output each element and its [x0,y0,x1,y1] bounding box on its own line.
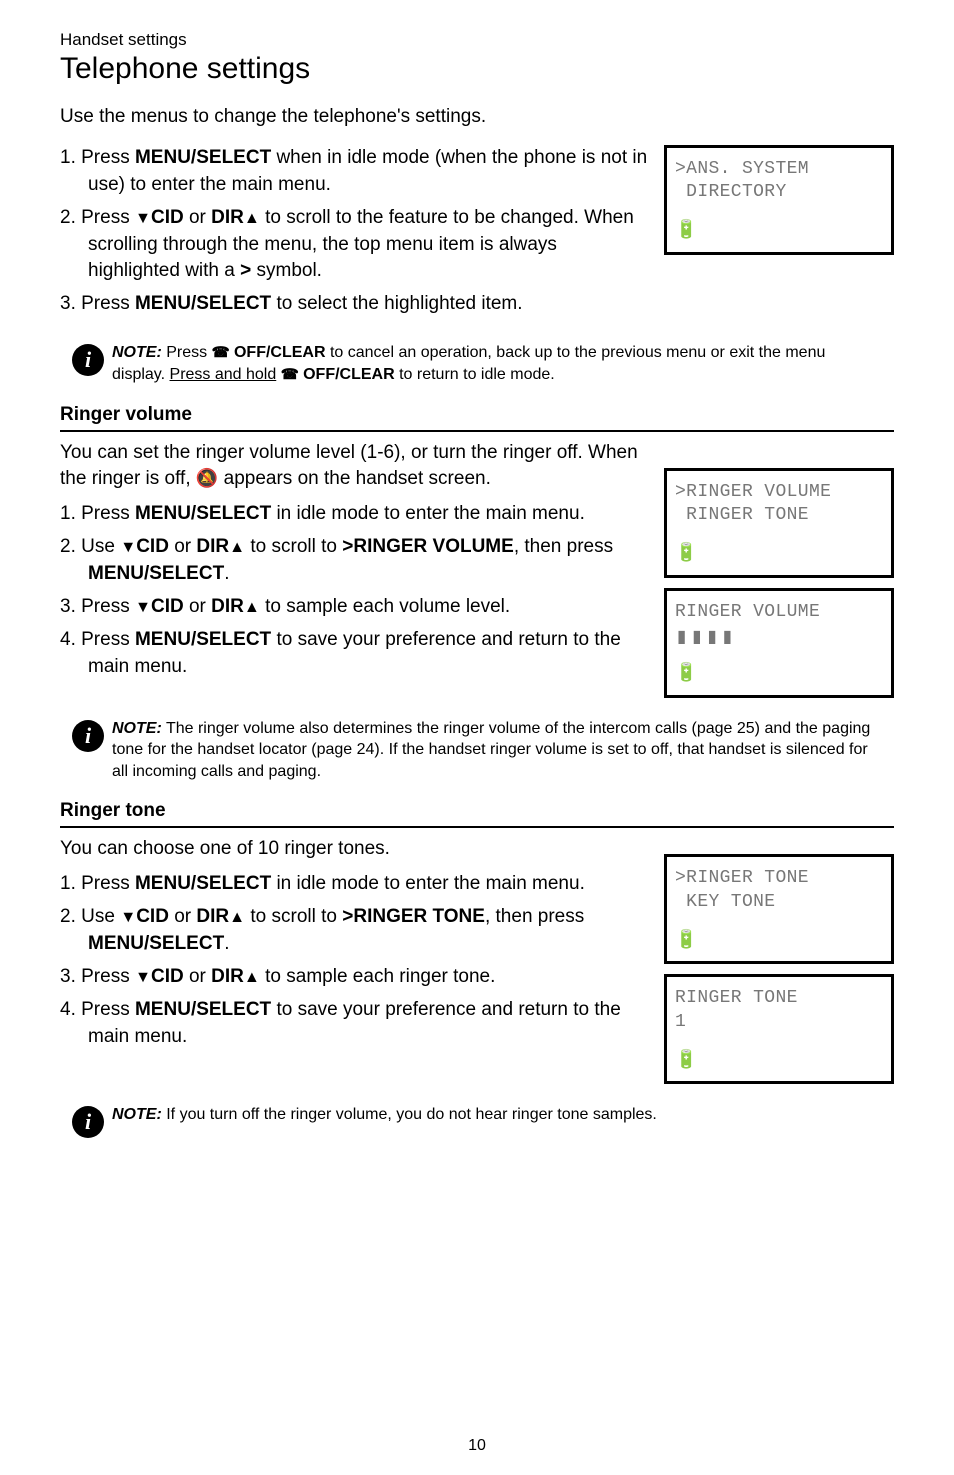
section-ringer-tone: Ringer tone [60,800,894,822]
up-arrow-icon [229,906,245,927]
section-ringer-volume: Ringer volume [60,404,894,426]
lcd-line: RINGER VOLUME [675,601,883,624]
lcd-line: DIRECTORY [675,181,883,204]
lcd-line: >RINGER VOLUME [675,481,883,504]
phone-icon [281,366,299,383]
rv-step-3: 3. Press CID or DIR to sample each volum… [60,594,650,621]
down-arrow-icon [120,906,136,927]
lcd-ringer-volume-menu: >RINGER VOLUME RINGER TONE 🔋 [664,468,894,578]
main-steps: 1. Press MENU/SELECT when in idle mode (… [60,145,650,319]
note-1: i NOTE: Press OFF/CLEAR to cancel an ope… [72,342,874,385]
ringer-tone-row: You can choose one of 10 ringer tones. 1… [60,836,894,1094]
breadcrumb: Handset settings [60,30,894,50]
up-arrow-icon [244,207,260,228]
lcd-line: RINGER TONE [675,987,883,1010]
bell-off-icon [196,468,218,489]
battery-icon: 🔋 [675,543,697,566]
ringer-volume-row: You can set the ringer volume level (1-6… [60,440,894,708]
phone-icon [212,344,230,361]
page-number: 10 [468,1437,486,1455]
up-arrow-icon [244,966,260,987]
page-header: Handset settings Telephone settings [60,30,894,86]
down-arrow-icon [135,596,151,617]
lcd-line: KEY TONE [675,891,883,914]
ringer-volume-intro: You can set the ringer volume level (1-6… [60,440,650,493]
lcd-ringer-volume-level: RINGER VOLUME ▮▮▮▮ 🔋 [664,588,894,698]
rt-step-2: 2. Use CID or DIR to scroll to >RINGER T… [60,904,650,958]
note-text: NOTE: The ringer volume also determines … [112,718,874,783]
info-icon: i [72,720,104,752]
lcd-line: RINGER TONE [675,504,883,527]
rt-step-4: 4. Press MENU/SELECT to save your prefer… [60,997,650,1051]
main-steps-row: 1. Press MENU/SELECT when in idle mode (… [60,145,894,333]
down-arrow-icon [120,536,136,557]
ringer-volume-steps: 1. Press MENU/SELECT in idle mode to ent… [60,501,650,681]
page-title: Telephone settings [60,52,894,86]
step-2: 2. Press CID or DIR to scroll to the fea… [60,205,650,286]
lcd-line: 1 [675,1011,883,1034]
intro-text: Use the menus to change the telephone's … [60,104,894,131]
rv-step-1: 1. Press MENU/SELECT in idle mode to ent… [60,501,650,528]
divider [60,430,894,432]
rt-step-1: 1. Press MENU/SELECT in idle mode to ent… [60,871,650,898]
lcd-ringer-tone-value: RINGER TONE 1 🔋 [664,974,894,1084]
info-icon: i [72,1106,104,1138]
rv-step-2: 2. Use CID or DIR to scroll to >RINGER V… [60,534,650,588]
divider [60,826,894,828]
lcd-line: >RINGER TONE [675,867,883,890]
ringer-tone-steps: 1. Press MENU/SELECT in idle mode to ent… [60,871,650,1051]
step-3: 3. Press MENU/SELECT to select the highl… [60,291,650,318]
lcd-line: >ANS. SYSTEM [675,158,883,181]
lcd-ringer-tone-menu: >RINGER TONE KEY TONE 🔋 [664,854,894,964]
ringer-tone-intro: You can choose one of 10 ringer tones. [60,836,650,863]
lcd-main-menu: >ANS. SYSTEM DIRECTORY 🔋 [664,145,894,255]
up-arrow-icon [244,596,260,617]
rv-step-4: 4. Press MENU/SELECT to save your prefer… [60,627,650,681]
volume-bars: ▮▮▮▮ [675,624,883,653]
note-text: NOTE: Press OFF/CLEAR to cancel an opera… [112,342,874,385]
down-arrow-icon [135,966,151,987]
step-1: 1. Press MENU/SELECT when in idle mode (… [60,145,650,199]
battery-icon: 🔋 [675,663,697,686]
down-arrow-icon [135,207,151,228]
battery-icon: 🔋 [675,930,697,953]
battery-icon: 🔋 [675,220,697,243]
note-text: NOTE: If you turn off the ringer volume,… [112,1104,657,1126]
note-2: i NOTE: The ringer volume also determine… [72,718,874,783]
battery-icon: 🔋 [675,1050,697,1073]
up-arrow-icon [229,536,245,557]
info-icon: i [72,344,104,376]
rt-step-3: 3. Press CID or DIR to sample each ringe… [60,964,650,991]
note-3: i NOTE: If you turn off the ringer volum… [72,1104,874,1138]
